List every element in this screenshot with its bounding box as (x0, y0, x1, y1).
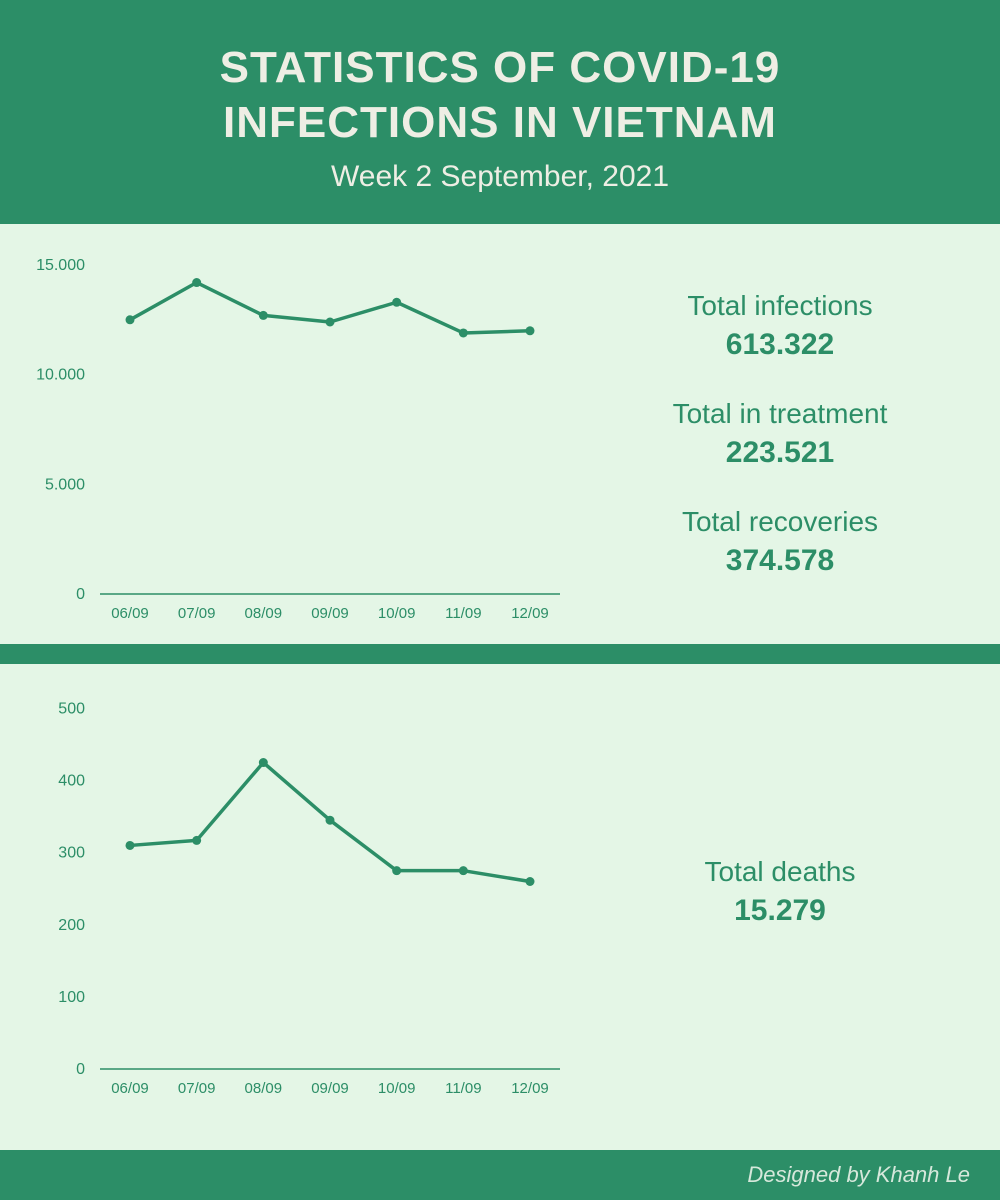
stat-total-deaths: Total deaths 15.279 (590, 856, 970, 928)
stat-label: Total infections (590, 290, 970, 322)
stat-label: Total in treatment (590, 398, 970, 430)
svg-text:11/09: 11/09 (445, 1080, 481, 1097)
stat-value: 613.322 (590, 328, 970, 362)
svg-text:09/09: 09/09 (311, 1080, 349, 1097)
subtitle: Week 2 September, 2021 (40, 160, 960, 194)
main-title: STATISTICS OF COVID-19 INFECTIONS IN VIE… (40, 40, 960, 150)
stat-value: 374.578 (590, 544, 970, 578)
credit-text: Designed by Khanh Le (747, 1162, 970, 1188)
svg-text:12/09: 12/09 (511, 1080, 549, 1097)
svg-text:07/09: 07/09 (178, 1080, 216, 1097)
svg-text:500: 500 (58, 700, 85, 717)
svg-text:10.000: 10.000 (36, 367, 85, 384)
title-line2: INFECTIONS IN VIETNAM (40, 95, 960, 150)
infections-stats: Total infections 613.322 Total in treatm… (580, 272, 1000, 596)
deaths-stats: Total deaths 15.279 (580, 856, 1000, 928)
svg-text:11/09: 11/09 (445, 605, 481, 622)
stat-recoveries: Total recoveries 374.578 (590, 506, 970, 578)
svg-text:300: 300 (58, 845, 85, 862)
svg-text:08/09: 08/09 (245, 605, 283, 622)
svg-text:5.000: 5.000 (45, 476, 85, 493)
svg-text:0: 0 (76, 586, 85, 603)
infographic-root: STATISTICS OF COVID-19 INFECTIONS IN VIE… (0, 0, 1000, 1200)
svg-text:06/09: 06/09 (111, 605, 149, 622)
stat-label: Total recoveries (590, 506, 970, 538)
stat-value: 15.279 (590, 894, 970, 928)
stat-total-infections: Total infections 613.322 (590, 290, 970, 362)
infections-panel: 0 5.000 10.000 15.000 06/09 07/09 08/09 09/09 10… (0, 224, 1000, 644)
stat-value: 223.521 (590, 436, 970, 470)
svg-text:15.000: 15.000 (36, 257, 85, 274)
svg-text:100: 100 (58, 989, 85, 1006)
infections-chart: 0 5.000 10.000 15.000 06/09 07/09 08/09 09/09 10… (0, 224, 580, 644)
stat-in-treatment: Total in treatment 223.521 (590, 398, 970, 470)
svg-text:12/09: 12/09 (511, 605, 549, 622)
footer-credit: Designed by Khanh Le (0, 1150, 1000, 1200)
svg-text:09/09: 09/09 (311, 605, 349, 622)
stat-label: Total deaths (590, 856, 970, 888)
svg-text:10/09: 10/09 (378, 1080, 416, 1097)
svg-text:0: 0 (76, 1061, 85, 1078)
svg-text:06/09: 06/09 (111, 1080, 149, 1097)
svg-text:08/09: 08/09 (245, 1080, 283, 1097)
svg-text:200: 200 (58, 917, 85, 934)
title-line1: STATISTICS OF COVID-19 (40, 40, 960, 95)
deaths-chart: 0 100 200 300 400 500 06/09 07/09 08/09 09/09 10/0… (0, 664, 580, 1119)
svg-text:07/09: 07/09 (178, 605, 216, 622)
panel-divider (0, 644, 1000, 664)
svg-text:400: 400 (58, 773, 85, 790)
deaths-panel: 0 100 200 300 400 500 06/09 07/09 08/09 09/09 10/0… (0, 664, 1000, 1119)
header: STATISTICS OF COVID-19 INFECTIONS IN VIE… (0, 0, 1000, 224)
svg-text:10/09: 10/09 (378, 605, 416, 622)
